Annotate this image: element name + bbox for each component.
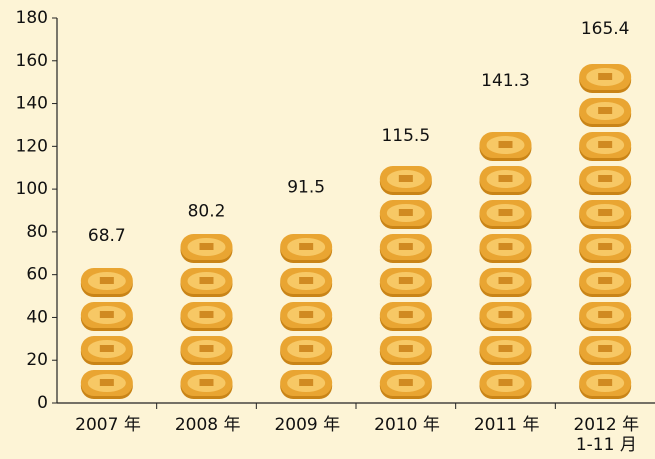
coin-mark xyxy=(498,141,513,148)
x-tick-label: 2007 年 xyxy=(75,415,141,435)
coin-mark xyxy=(398,209,413,216)
value-label: 91.5 xyxy=(287,177,325,197)
x-tick-label: 2010 年 xyxy=(374,415,440,435)
y-tick-label: 0 xyxy=(37,393,48,413)
value-label: 165.4 xyxy=(581,19,630,39)
y-tick-label: 180 xyxy=(16,8,48,28)
coin-mark xyxy=(299,379,314,386)
coin-mark xyxy=(498,311,513,318)
coin-mark xyxy=(498,243,513,250)
coin-stack xyxy=(80,268,133,399)
coin-mark xyxy=(299,243,314,250)
y-tick-label: 80 xyxy=(26,222,48,242)
coin-mark xyxy=(99,345,114,352)
coin-mark xyxy=(598,379,613,386)
coin-mark xyxy=(498,277,513,284)
coin-mark xyxy=(199,311,214,318)
coin-mark xyxy=(299,311,314,318)
coin-mark xyxy=(598,73,613,80)
coin-mark xyxy=(199,379,214,386)
coin-stack xyxy=(479,132,532,399)
coin-stack xyxy=(579,64,632,399)
x-tick-label: 2009 年 xyxy=(274,415,341,435)
coin-mark xyxy=(498,209,513,216)
y-tick-label: 120 xyxy=(16,136,48,156)
coin-mark xyxy=(598,277,613,284)
y-tick-label: 60 xyxy=(26,265,48,285)
coin-mark xyxy=(398,243,413,250)
coin-mark xyxy=(99,311,114,318)
coin-mark xyxy=(598,209,613,216)
coin-mark xyxy=(498,379,513,386)
x-tick-label: 2011 年 xyxy=(473,415,540,435)
coin-mark xyxy=(398,345,413,352)
coin-mark xyxy=(598,175,613,182)
coin-mark xyxy=(99,277,114,284)
coin-mark xyxy=(199,243,214,250)
value-label: 115.5 xyxy=(381,126,430,146)
coin-stack xyxy=(379,166,432,399)
coin-mark xyxy=(199,345,214,352)
coin-mark xyxy=(498,175,513,182)
y-tick-label: 20 xyxy=(26,350,48,370)
y-tick-label: 40 xyxy=(26,307,48,327)
coin-stack xyxy=(280,234,333,399)
x-tick-label: 2012 年 1-11 月 xyxy=(573,415,640,455)
x-tick-label: 2008 年 xyxy=(174,415,241,435)
coin-mark xyxy=(299,345,314,352)
coin-mark xyxy=(598,107,613,114)
value-label: 68.7 xyxy=(88,226,126,246)
coin-mark xyxy=(299,277,314,284)
coin-stack xyxy=(180,234,233,399)
coin-mark xyxy=(398,277,413,284)
coin-mark xyxy=(199,277,214,284)
coin-mark xyxy=(398,175,413,182)
coin-mark xyxy=(598,243,613,250)
value-label: 141.3 xyxy=(481,71,530,91)
coin-mark xyxy=(398,311,413,318)
coin-mark xyxy=(99,379,114,386)
y-tick-label: 100 xyxy=(16,179,48,199)
coin-mark xyxy=(598,141,613,148)
y-tick-label: 160 xyxy=(16,51,48,71)
coin-mark xyxy=(598,311,613,318)
coin-mark xyxy=(398,379,413,386)
value-label: 80.2 xyxy=(188,201,226,221)
coin-mark xyxy=(498,345,513,352)
y-tick-label: 140 xyxy=(16,94,48,114)
coin-mark xyxy=(598,345,613,352)
